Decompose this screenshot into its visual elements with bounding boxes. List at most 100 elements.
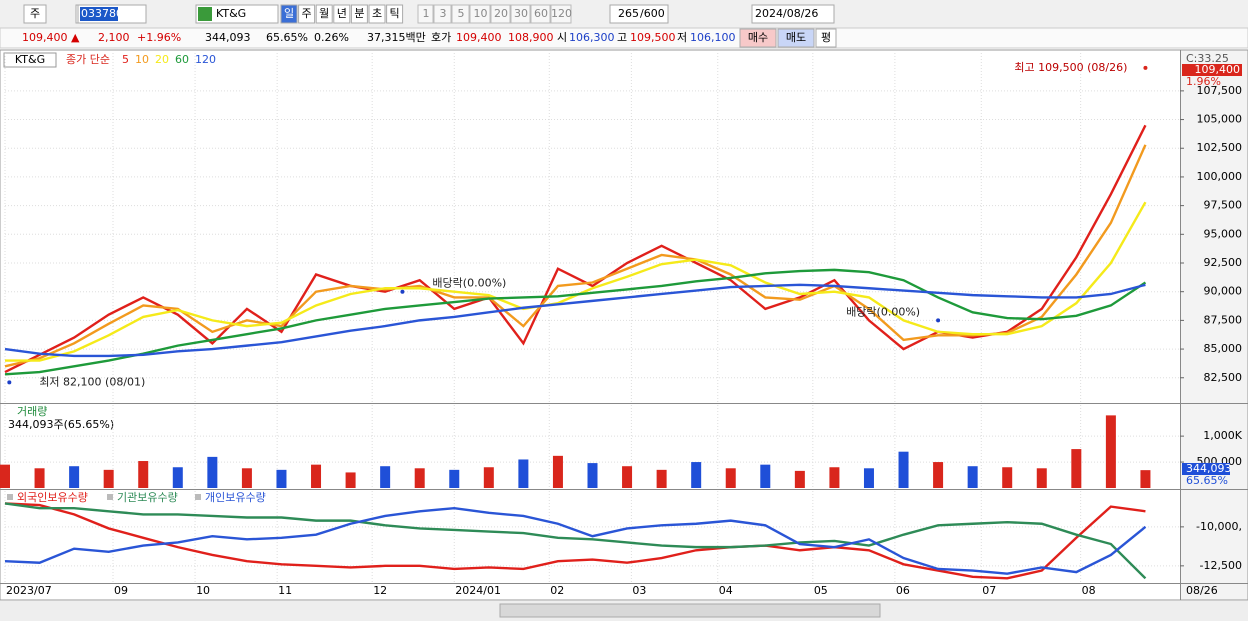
y-tick-label: 90,000 bbox=[1204, 285, 1243, 298]
x-tick-label: 11 bbox=[278, 584, 292, 597]
y-tick-label: 102,500 bbox=[1197, 141, 1243, 154]
y-tick-label: -10,000, bbox=[1196, 520, 1242, 533]
x-tick-label: 2023/07 bbox=[6, 584, 52, 597]
x-tick-label: 05 bbox=[814, 584, 828, 597]
multiplier-button[interactable] bbox=[469, 4, 491, 24]
quote-item: 109,400 bbox=[456, 31, 502, 44]
legend-swatch bbox=[107, 494, 113, 500]
stock-name[interactable]: KT&G bbox=[216, 7, 246, 20]
count[interactable]: 265 bbox=[618, 7, 639, 20]
volume-bar bbox=[311, 464, 322, 488]
quote-button[interactable] bbox=[777, 28, 815, 48]
multiplier-button[interactable] bbox=[417, 4, 434, 24]
multiplier-label[interactable]: 5 bbox=[458, 7, 465, 20]
multiplier-button[interactable] bbox=[530, 4, 551, 24]
volume-bar bbox=[725, 468, 736, 488]
button[interactable] bbox=[23, 4, 47, 24]
volume-bar bbox=[933, 462, 944, 488]
legend-entry: 기관보유수량 bbox=[117, 491, 178, 504]
annotation: 최저 82,100 (08/01) bbox=[39, 375, 145, 388]
legend-entry: 120 bbox=[195, 53, 216, 66]
annotation: 배당락(0.00%) bbox=[846, 305, 920, 318]
scroll-thumb[interactable] bbox=[499, 603, 881, 618]
interval-label[interactable]: 월 bbox=[319, 7, 329, 20]
volume-bar bbox=[138, 461, 149, 488]
multiplier-label[interactable]: 1 bbox=[423, 7, 430, 20]
multiplier-button[interactable] bbox=[510, 4, 531, 24]
quote-item: 호가 bbox=[431, 31, 451, 44]
volume-bar bbox=[380, 466, 391, 488]
quote-item: 고 bbox=[617, 31, 627, 44]
button-label[interactable]: 주 bbox=[30, 7, 40, 20]
multiplier-label[interactable]: 60 bbox=[534, 7, 548, 20]
interval-button[interactable] bbox=[298, 4, 316, 24]
quote-item: 저 bbox=[677, 31, 687, 44]
x-tick-label: 08/26 bbox=[1186, 584, 1218, 597]
code-highlight bbox=[80, 7, 118, 21]
interval-button[interactable] bbox=[368, 4, 386, 24]
interval-button[interactable] bbox=[315, 4, 333, 24]
last-price-box bbox=[1182, 64, 1242, 76]
interval-button[interactable] bbox=[280, 4, 298, 24]
quote-item: 109,400 ▲ bbox=[22, 31, 80, 44]
stock-code[interactable]: 033780 bbox=[81, 7, 123, 20]
multiplier-button[interactable] bbox=[433, 4, 452, 24]
multiplier-button[interactable] bbox=[451, 4, 470, 24]
multiplier-label[interactable]: 120 bbox=[551, 7, 572, 20]
legend-entry: 20 bbox=[155, 53, 169, 66]
annotation: 최고 109,500 (08/26) bbox=[1014, 61, 1127, 74]
multiplier-label[interactable]: 3 bbox=[440, 7, 447, 20]
quote-button[interactable] bbox=[815, 28, 837, 48]
name-input[interactable] bbox=[195, 4, 279, 24]
quote-button-label[interactable]: 평 bbox=[821, 31, 831, 44]
count-input[interactable] bbox=[609, 4, 669, 24]
name-tag bbox=[198, 7, 212, 21]
quote-item: 65.65% bbox=[266, 31, 308, 44]
quote-item: 0.26% bbox=[314, 31, 349, 44]
x-tick-label: 08 bbox=[1082, 584, 1096, 597]
volume-bar bbox=[656, 469, 667, 488]
volume-bar bbox=[0, 464, 10, 488]
multiplier-label[interactable]: 30 bbox=[514, 7, 528, 20]
volume-bar bbox=[829, 467, 840, 488]
interval-label[interactable]: 분 bbox=[354, 7, 364, 20]
interval-button[interactable] bbox=[350, 4, 368, 24]
x-tick-label: 03 bbox=[632, 584, 646, 597]
count-max: /600 bbox=[640, 7, 665, 20]
line-series bbox=[4, 506, 1147, 575]
multiplier-button[interactable] bbox=[490, 4, 511, 24]
x-tick-label: 06 bbox=[896, 584, 910, 597]
interval-button[interactable] bbox=[386, 4, 404, 24]
interval-label[interactable]: 년 bbox=[337, 7, 347, 20]
date[interactable]: 2024/08/26 bbox=[755, 7, 818, 20]
quote-button[interactable] bbox=[739, 28, 777, 48]
chart-frame bbox=[0, 49, 1248, 601]
y-tick-label: 107,500 bbox=[1197, 84, 1243, 97]
y-tick-label: 97,500 bbox=[1204, 199, 1243, 212]
legend-entry: 개인보유수량 bbox=[205, 491, 266, 504]
volume-bar bbox=[898, 451, 909, 488]
line-series bbox=[4, 144, 1147, 368]
interval-label[interactable]: 틱 bbox=[390, 7, 400, 20]
multiplier-button[interactable] bbox=[550, 4, 572, 24]
x-tick-label: 2024/01 bbox=[455, 584, 501, 597]
volume-bar bbox=[518, 459, 529, 488]
legend-entry: 10 bbox=[135, 53, 149, 66]
volume-bar bbox=[1105, 415, 1116, 488]
multiplier-label[interactable]: 10 bbox=[474, 7, 488, 20]
date-input[interactable] bbox=[751, 4, 835, 24]
quote-item: 109,500 bbox=[630, 31, 676, 44]
interval-button[interactable] bbox=[333, 4, 351, 24]
line-series bbox=[4, 268, 1147, 376]
quote-button-label[interactable]: 매도 bbox=[786, 31, 806, 44]
quote-bar-bg bbox=[0, 27, 1248, 49]
symbol-box bbox=[3, 52, 57, 68]
interval-label[interactable]: 주 bbox=[302, 7, 312, 20]
interval-label[interactable]: 일 bbox=[284, 6, 294, 20]
multiplier-label[interactable]: 20 bbox=[494, 7, 508, 20]
volume-bar bbox=[863, 468, 874, 488]
change-pct: 1.96% bbox=[1186, 75, 1221, 88]
volume-bar bbox=[172, 467, 183, 488]
interval-label[interactable]: 초 bbox=[372, 7, 382, 20]
quote-button-label[interactable]: 매수 bbox=[748, 31, 768, 44]
